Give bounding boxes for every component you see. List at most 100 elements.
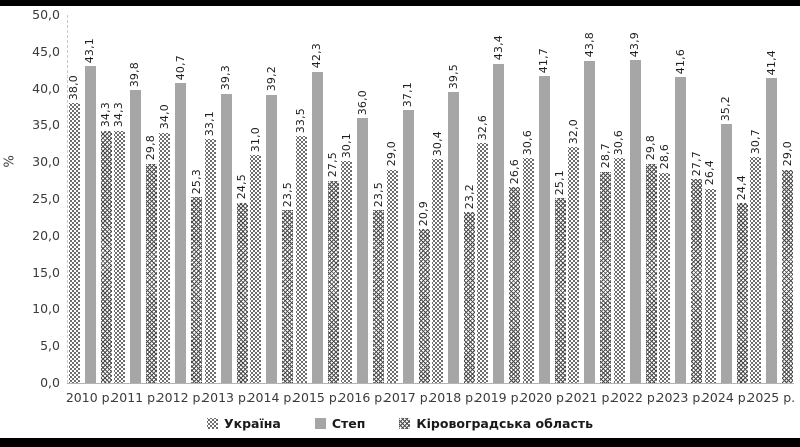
y-tick-label: 20,0 (32, 227, 60, 243)
checker-pattern-swatch-icon (206, 418, 218, 429)
bar-checker (704, 188, 716, 383)
y-tick-label: 35,0 (32, 117, 60, 133)
x-tick-label: 2013 р. (202, 390, 250, 405)
bar-value-label: 39,2 (264, 66, 278, 92)
bar-value-label: 37,1 (401, 81, 415, 107)
bar-value-label: 41,7 (537, 47, 551, 74)
bar-value-label: 30,7 (748, 128, 762, 155)
bar-value-label: 35,2 (719, 95, 733, 121)
bar-wave (236, 202, 248, 383)
bar-value-label: 23,2 (462, 183, 476, 210)
x-tick-label: 2010 р. (65, 390, 114, 405)
bar-value-label: 34,3 (112, 102, 126, 128)
bar-solid (129, 90, 141, 383)
bar-value-label: 23,5 (371, 181, 385, 208)
top-border-bar (0, 0, 800, 6)
bar-checker (204, 139, 216, 383)
y-tick-label: 10,0 (32, 301, 60, 317)
bar-value-label: 32,0 (566, 119, 580, 145)
bar-solid (402, 109, 414, 383)
bar-value-label: 43,1 (83, 37, 96, 63)
bar-value-label: 28,7 (598, 143, 612, 169)
x-tick-label: 2024 р. (701, 390, 750, 405)
bar-wave (100, 130, 112, 383)
bar-solid (175, 83, 187, 383)
x-tick-label: 2019 р. (474, 390, 523, 405)
y-tick-label: 15,0 (32, 264, 60, 280)
bar-checker (113, 130, 125, 383)
bar-wave (736, 203, 748, 383)
bar-value-label: 34,3 (99, 102, 112, 128)
bar-wave (282, 210, 294, 383)
bar-solid (629, 59, 641, 383)
bar-checker (68, 103, 80, 383)
x-tick-label: 2017 р. (383, 390, 432, 405)
bar-value-label: 42,3 (310, 43, 324, 69)
bar-value-label: 30,6 (521, 129, 535, 155)
bar-value-label: 34,0 (157, 104, 171, 130)
bar-value-label: 27,7 (689, 150, 703, 177)
bar-value-label: 43,4 (491, 35, 505, 61)
bar-solid (266, 94, 278, 383)
bar-value-label: 39,5 (446, 63, 460, 90)
x-tick-label: 2020 р. (520, 390, 568, 405)
legend-item-ukraina: Україна (206, 416, 281, 431)
bar-checker (568, 147, 580, 383)
bar-solid (720, 123, 732, 383)
bar-checker (613, 157, 625, 383)
bar-value-label: 29,0 (780, 141, 794, 167)
legend-item-kirovohradska: Кіровоградська область (399, 416, 593, 431)
y-tick-label: 5,0 (40, 338, 60, 354)
bar-wave (509, 187, 521, 383)
bar-solid (675, 76, 687, 383)
bar-value-label: 32,6 (475, 114, 489, 141)
bar-checker (522, 157, 534, 383)
bar-value-label: 29,8 (144, 135, 158, 161)
bar-value-label: 43,8 (582, 32, 596, 58)
bar-checker (295, 136, 307, 383)
bar-solid (448, 92, 459, 383)
bar-wave (691, 179, 703, 383)
bar-value-label: 24,4 (735, 175, 749, 201)
y-tick-label: 50,0 (32, 7, 60, 22)
bar-checker (432, 159, 443, 383)
bar-checker (250, 154, 262, 383)
y-axis-line (67, 15, 68, 383)
bar-wave (373, 210, 385, 383)
x-tick-label: 2021 р. (565, 390, 614, 405)
bar-solid (84, 65, 96, 383)
bar-value-label: 29,8 (644, 135, 658, 161)
bar-value-label: 24,5 (235, 174, 249, 200)
legend-item-step: Степ (314, 416, 366, 431)
bar-checker (750, 157, 762, 383)
legend-label: Степ (331, 416, 366, 431)
legend-label: Кіровоградська область (416, 416, 593, 431)
bar-solid (220, 93, 232, 383)
bar-wave (418, 229, 430, 383)
bar-solid (357, 118, 369, 383)
bar-wave (645, 163, 657, 383)
bar-checker (386, 169, 398, 383)
bar-value-label: 23,5 (280, 181, 294, 208)
bottom-border-bar (0, 438, 800, 447)
y-tick-label: 0,0 (40, 375, 60, 390)
y-tick-label: 25,0 (32, 191, 60, 206)
x-tick-label: 2014 р. (247, 390, 296, 405)
y-tick-label: 40,0 (32, 80, 60, 96)
bar-value-label: 33,1 (203, 111, 217, 137)
x-tick-label: 2011 р. (111, 390, 159, 405)
bar-value-label: 39,8 (128, 61, 142, 88)
bar-checker (659, 172, 671, 383)
bar-value-label: 36,0 (355, 89, 369, 116)
bar-value-label: 43,9 (628, 31, 642, 57)
x-tick-label: 2015 р. (293, 390, 341, 405)
x-tick-label: 2018 р. (429, 390, 478, 405)
y-tick-label: 45,0 (32, 43, 60, 59)
bar-value-label: 20,9 (417, 200, 431, 227)
bar-value-label: 39,3 (219, 65, 233, 91)
x-tick-label: 2023 р. (656, 390, 705, 405)
bar-value-label: 30,4 (430, 130, 444, 157)
bar-value-label: 33,5 (294, 108, 308, 134)
legend-label: Україна (223, 416, 281, 431)
bar-wave (464, 212, 475, 383)
